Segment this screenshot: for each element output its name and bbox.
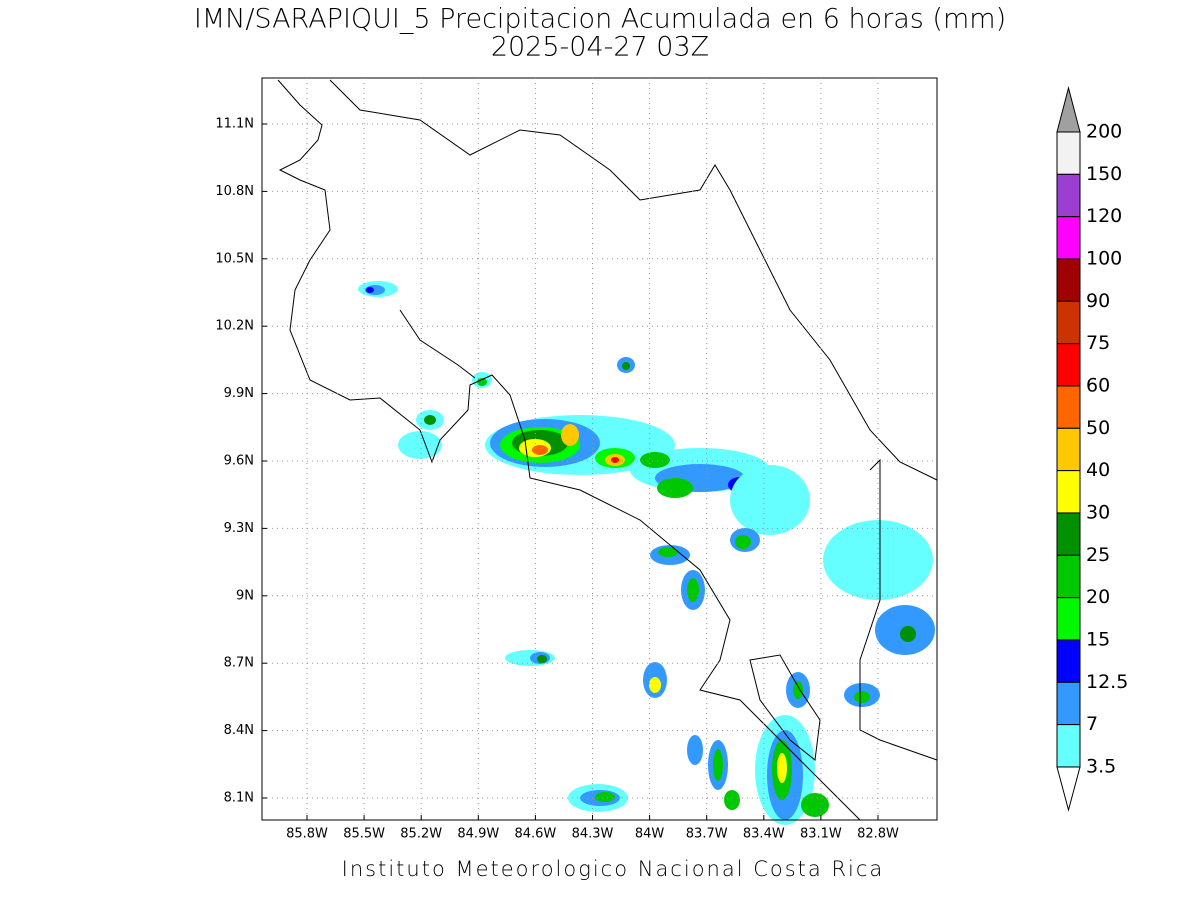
title: IMN/SARAPIQUI_5 Precipitacion Acumulada … xyxy=(194,4,1006,35)
legend-label: 25 xyxy=(1086,544,1110,566)
x-tick-label: 82.8W xyxy=(857,827,899,842)
x-tick-label: 83.1W xyxy=(800,827,842,842)
legend-swatch xyxy=(1056,300,1081,345)
legend-label: 40 xyxy=(1086,459,1110,481)
legend-swatch xyxy=(1056,724,1081,768)
legend-label: 75 xyxy=(1086,332,1110,354)
y-tick-label: 8.4N xyxy=(224,723,254,738)
legend-swatch xyxy=(1056,512,1081,556)
legend-label: 120 xyxy=(1086,205,1122,227)
legend-swatch xyxy=(1056,681,1081,726)
coastline xyxy=(277,79,938,821)
y-tick-label: 9.3N xyxy=(224,521,254,536)
legend-swatch xyxy=(1056,216,1081,260)
legend-swatch xyxy=(1056,343,1081,387)
y-tick-label: 11.1N xyxy=(215,117,254,132)
legend-swatch xyxy=(1056,470,1081,514)
x-tick-label: 84.9W xyxy=(457,827,499,842)
y-tick-label: 10.8N xyxy=(215,184,254,199)
map-frame xyxy=(261,77,938,821)
legend-over xyxy=(1056,86,1081,133)
x-tick-label: 84.3W xyxy=(572,827,614,842)
legend-label: 15 xyxy=(1086,628,1110,650)
legend-swatch xyxy=(1056,597,1081,641)
y-tick-label: 9N xyxy=(236,588,254,603)
x-tick-label: 84W xyxy=(635,827,665,842)
legend-swatch xyxy=(1056,258,1081,302)
x-tick-label: 85.5W xyxy=(343,827,385,842)
legend-under xyxy=(1056,766,1081,812)
legend-swatch xyxy=(1056,427,1081,472)
footer: Instituto Meteorologico Nacional Costa R… xyxy=(342,857,885,881)
legend-label: 12.5 xyxy=(1086,671,1128,693)
x-tick-label: 85.2W xyxy=(400,827,442,842)
precipitation-field xyxy=(358,281,935,825)
legend-label: 100 xyxy=(1086,247,1122,269)
legend-swatch xyxy=(1056,173,1081,218)
legend-label: 7 xyxy=(1086,713,1098,735)
legend-swatch xyxy=(1056,554,1081,599)
subtitle: 2025-04-27 03Z xyxy=(491,32,709,63)
x-tick-label: 84.6W xyxy=(514,827,556,842)
x-tick-label: 83.4W xyxy=(743,827,785,842)
legend-label: 50 xyxy=(1086,417,1110,439)
legend-label: 200 xyxy=(1086,121,1122,143)
legend-label: 90 xyxy=(1086,290,1110,312)
y-tick-label: 9.6N xyxy=(224,454,254,469)
legend-label: 3.5 xyxy=(1086,755,1116,777)
x-tick-label: 85.8W xyxy=(286,827,328,842)
y-tick-label: 8.1N xyxy=(224,791,254,806)
y-tick-label: 10.5N xyxy=(215,251,254,266)
legend-label: 30 xyxy=(1086,501,1110,523)
legend-swatch xyxy=(1056,131,1081,175)
legend-label: 20 xyxy=(1086,586,1110,608)
y-tick-label: 10.2N xyxy=(215,319,254,334)
legend-label: 60 xyxy=(1086,374,1110,396)
legend-swatch xyxy=(1056,385,1081,429)
y-tick-label: 8.7N xyxy=(224,656,254,671)
legend-swatch xyxy=(1056,639,1081,683)
y-tick-label: 9.9N xyxy=(224,386,254,401)
legend-label: 150 xyxy=(1086,163,1122,185)
x-tick-label: 83.7W xyxy=(686,827,728,842)
